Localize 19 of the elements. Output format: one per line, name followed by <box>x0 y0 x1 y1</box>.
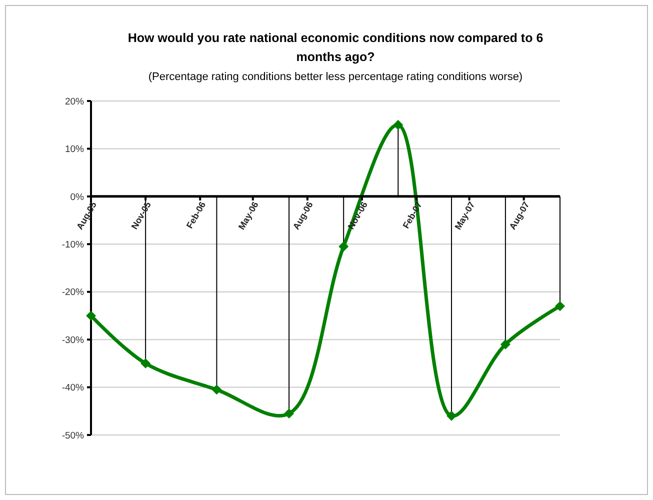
point <box>555 301 565 312</box>
point <box>446 410 456 421</box>
chart-title: How would you rate national economic conditions now compared to 6 months ago? <box>128 31 544 64</box>
point <box>500 339 510 350</box>
y-tick-label: -40% <box>62 382 85 394</box>
point <box>393 120 404 130</box>
point <box>284 408 294 419</box>
y-tick-label: -50% <box>62 430 85 442</box>
chart-subtitle: (Percentage rating conditions better less percentage rating conditions worse) <box>148 71 523 83</box>
point <box>338 242 349 252</box>
y-tick-label: 10% <box>64 144 85 156</box>
point <box>140 358 151 368</box>
point <box>212 384 222 395</box>
y-tick-label: -10% <box>62 239 85 250</box>
y-tick-label: -30% <box>62 334 85 346</box>
point <box>86 310 96 321</box>
y-tick-label: 20% <box>64 96 85 108</box>
y-tick-label: 0% <box>70 192 85 203</box>
y-tick-label: -20% <box>62 287 85 298</box>
